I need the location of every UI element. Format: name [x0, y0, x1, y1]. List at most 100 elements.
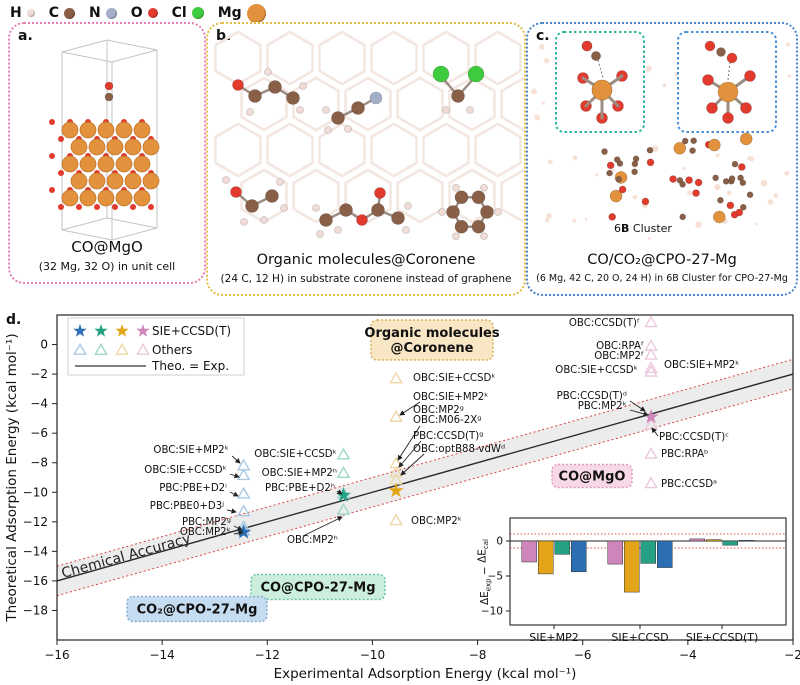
o-atom [58, 170, 64, 176]
annotation-arrow [229, 491, 239, 497]
c-atom [286, 91, 300, 105]
coronene-hexagon [292, 76, 340, 132]
c-atom [722, 178, 730, 185]
legend-star-label: SIE+CCSD(T) [152, 324, 231, 338]
cl-atom [467, 65, 485, 83]
mg-atom [115, 155, 133, 173]
system-label-text: Organic molecules [364, 326, 499, 341]
annotation-label: OBC:MP2ᵍ [413, 405, 464, 416]
legend-line-label: Theo. = Exp. [151, 359, 229, 373]
unit-cell-edge [111, 49, 158, 63]
mg-atom [133, 155, 151, 173]
atom-symbol: C [48, 5, 59, 21]
coronene-hexagon [474, 122, 522, 178]
cpo27mg-cluster-graphic [531, 31, 791, 240]
mg-atom [97, 121, 115, 139]
inset-y-tick-label: −5 [488, 571, 503, 583]
mof-background-dot [767, 199, 774, 205]
mof-background-dot [726, 190, 732, 196]
mof-background-dot [544, 217, 550, 223]
atom-legend-item-N: N [89, 5, 117, 21]
others-triangle-marker [644, 315, 658, 328]
o-atom [374, 187, 386, 199]
mof-background-dot [715, 153, 720, 158]
h-atom [466, 106, 474, 114]
annotation-label: OBC:SIE+MP2ᵏ [664, 360, 740, 371]
atom-symbol: N [89, 5, 101, 21]
inset-y-axis-title: ΔEexp − ΔEcal [477, 539, 493, 605]
others-triangle-marker [389, 513, 403, 526]
c-atom [319, 213, 333, 227]
coronene-hexagon [344, 168, 392, 224]
mof-background-dot [584, 218, 588, 221]
c-atom [613, 156, 621, 163]
atom-color-dot [246, 3, 266, 23]
atom-legend-item-Cl: Cl [172, 5, 204, 21]
h-atom [344, 125, 352, 133]
plot-frame [56, 314, 794, 641]
h-atom [276, 178, 284, 186]
mof-background-dot [749, 156, 755, 162]
atom-symbol: O [130, 5, 143, 21]
y-tick-label: −14 [23, 544, 48, 558]
annotation-label: OBC:SIE+CCSDᵏ [254, 449, 337, 460]
system-label-text: CO₂@CPO-27-Mg [137, 603, 258, 618]
o-atom [706, 102, 718, 114]
h-atom [296, 106, 304, 114]
annotation-arrow [336, 489, 343, 495]
others-triangle-marker [389, 409, 403, 422]
annotation-label: PBC:RPAᵇ [661, 449, 708, 460]
atom-color-legend: H C N O Cl Mg [10, 2, 266, 24]
c-atom [265, 189, 279, 203]
unit-cell-edge [61, 39, 108, 53]
mg-atom [70, 138, 88, 156]
legend-star [94, 324, 108, 337]
others-triangle-marker [644, 476, 658, 489]
h-atom [452, 183, 460, 192]
o-atom [740, 102, 752, 114]
others-triangle-marker [236, 468, 251, 481]
coronene-hexagon [396, 76, 444, 132]
mg-atom [106, 172, 124, 190]
inset-bar [689, 538, 705, 542]
annotation-label: PBC:PBE+D2ʰ [265, 483, 335, 494]
c-atom [351, 101, 365, 115]
inset-bar [554, 540, 570, 555]
mg-atom [61, 155, 79, 173]
c-atom [454, 190, 469, 205]
mof-background-dot [645, 68, 650, 73]
o-atom [356, 214, 368, 226]
annotation-arrow [399, 401, 421, 416]
c-atom [631, 168, 638, 176]
c-atom [248, 89, 262, 103]
atom-color-dot [147, 8, 158, 18]
o-atom [230, 186, 242, 198]
coronene-hexagon [344, 76, 392, 132]
h-atom [334, 226, 342, 234]
c-atom [591, 51, 601, 61]
atom-legend-item-O: O [131, 5, 158, 21]
inset-y-tick-label: 0 [496, 536, 503, 548]
annotation-arrow [398, 440, 422, 468]
annotation-arrow [233, 530, 244, 536]
mof-background-dot [543, 57, 550, 64]
h-atom [299, 82, 307, 90]
o-atom [76, 204, 82, 210]
mof-background-dot [534, 114, 541, 121]
others-triangle-marker [644, 418, 658, 430]
inset-category-label: SIE+MP2 [529, 631, 579, 644]
o-atom [738, 163, 746, 171]
o-atom [726, 201, 735, 210]
annotation-label: PBC:PBE0+D3ʲ [150, 501, 224, 512]
annotation-arrow [400, 453, 425, 476]
o-atom [58, 204, 64, 210]
others-triangle-marker [73, 342, 87, 355]
c-atom [690, 137, 697, 145]
y-tick-label: −10 [23, 485, 48, 499]
c-atom [245, 199, 259, 213]
mg-atom [70, 172, 88, 190]
c-atom [739, 179, 747, 187]
inset-y-tick-label: −10 [481, 606, 503, 618]
mg-atom [88, 172, 106, 190]
mg-atom [609, 189, 623, 203]
